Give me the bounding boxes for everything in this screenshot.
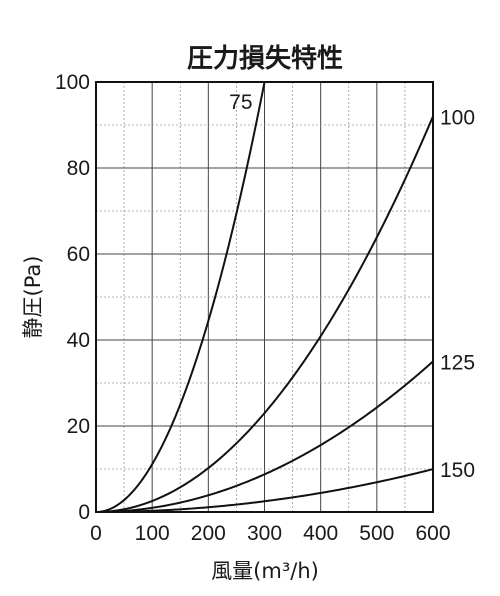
x-tick-labels: 0 100 200 300 400 500 600 <box>90 522 450 545</box>
series-line-100 <box>95 115 434 513</box>
grid <box>96 82 433 512</box>
plot-frame <box>95 81 434 513</box>
y-tick-label: 60 <box>67 243 90 266</box>
y-tick-label: 80 <box>67 157 90 180</box>
series-line-75 <box>95 81 266 513</box>
x-tick-label: 600 <box>415 522 450 545</box>
chart-title: 圧力損失特性 <box>187 43 343 74</box>
series-label-100: 100 <box>440 106 475 129</box>
x-tick-label: 0 <box>90 522 102 545</box>
x-tick-label: 100 <box>135 522 170 545</box>
x-tick-label: 300 <box>247 522 282 545</box>
x-tick-label: 200 <box>191 522 226 545</box>
y-tick-label: 100 <box>55 71 90 94</box>
series-line-125 <box>95 360 434 513</box>
y-tick-labels: 0 20 40 60 80 100 <box>55 71 90 524</box>
x-tick-label: 400 <box>303 522 338 545</box>
y-tick-label: 20 <box>67 415 90 438</box>
x-axis-label: 風量(m³/h) <box>211 559 319 583</box>
series-label-125: 125 <box>440 351 475 374</box>
series-label-150: 150 <box>440 459 475 482</box>
curves <box>95 81 434 513</box>
series-line-150 <box>96 468 434 513</box>
series-labels: 75 100 125 150 <box>229 91 475 482</box>
series-label-75: 75 <box>229 91 252 114</box>
y-axis-label: 静圧(Pa) <box>21 256 45 339</box>
y-tick-label: 40 <box>67 329 90 352</box>
x-tick-label: 500 <box>359 522 394 545</box>
y-tick-label: 0 <box>78 501 90 524</box>
